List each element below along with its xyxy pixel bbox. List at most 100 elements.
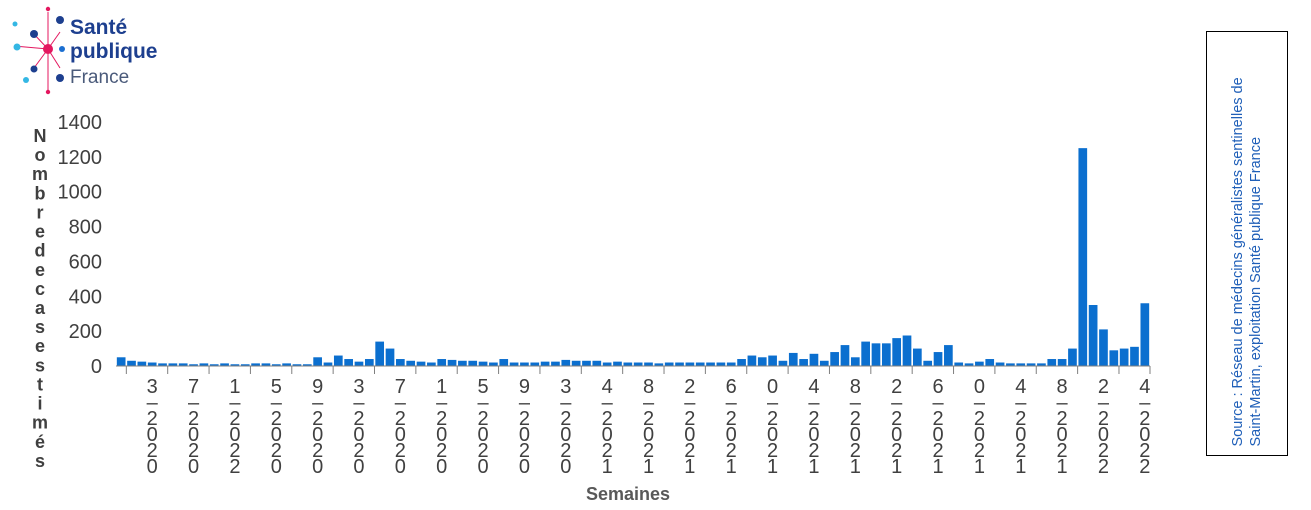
bar xyxy=(695,362,705,366)
svg-text:9: 9 xyxy=(519,376,530,398)
bar xyxy=(1119,348,1129,366)
svg-text:2: 2 xyxy=(1015,408,1026,430)
bar xyxy=(509,362,519,366)
y-axis-label-char: N xyxy=(34,126,47,146)
bar xyxy=(520,362,529,366)
bar xyxy=(768,355,777,366)
svg-text:2: 2 xyxy=(932,440,943,462)
source-note: Source : Réseau de médecins généralistes… xyxy=(1230,76,1264,446)
svg-text:8: 8 xyxy=(643,376,654,398)
y-tick-label: 1400 xyxy=(58,112,103,134)
svg-text:–: – xyxy=(147,392,159,414)
svg-text:3: 3 xyxy=(560,376,571,398)
svg-text:2: 2 xyxy=(684,440,695,462)
svg-text:–: – xyxy=(519,392,531,414)
svg-text:1: 1 xyxy=(932,456,943,478)
bar xyxy=(364,359,374,366)
svg-text:1: 1 xyxy=(726,456,737,478)
bar xyxy=(333,355,343,366)
svg-text:5: 5 xyxy=(271,376,282,398)
svg-text:1: 1 xyxy=(1015,456,1026,478)
svg-text:–: – xyxy=(932,392,944,414)
bar xyxy=(633,362,643,366)
bar xyxy=(602,362,612,366)
svg-text:–: – xyxy=(643,392,655,414)
svg-text:0: 0 xyxy=(271,456,282,478)
y-axis-label-char: a xyxy=(35,298,46,318)
svg-text:1: 1 xyxy=(850,456,861,478)
svg-text:2: 2 xyxy=(395,408,406,430)
bar xyxy=(530,362,540,366)
bar xyxy=(1026,363,1036,366)
bar xyxy=(302,364,312,366)
svg-text:0: 0 xyxy=(436,456,447,478)
svg-text:–: – xyxy=(395,392,407,414)
svg-text:2: 2 xyxy=(726,408,737,430)
svg-text:–: – xyxy=(1057,392,1069,414)
svg-text:4: 4 xyxy=(1139,376,1150,398)
svg-text:2: 2 xyxy=(974,408,985,430)
bar xyxy=(1078,148,1088,366)
bar xyxy=(675,362,684,366)
svg-text:0: 0 xyxy=(312,424,323,446)
svg-text:2: 2 xyxy=(891,376,902,398)
svg-text:2: 2 xyxy=(684,376,695,398)
bar xyxy=(571,360,581,366)
bar xyxy=(975,361,984,366)
svg-text:0: 0 xyxy=(312,456,323,478)
svg-text:2: 2 xyxy=(229,440,240,462)
bar xyxy=(240,364,250,366)
bar xyxy=(582,360,591,366)
svg-text:0: 0 xyxy=(147,424,158,446)
bar xyxy=(799,359,808,366)
svg-text:0: 0 xyxy=(353,456,364,478)
bar xyxy=(592,360,602,366)
bar xyxy=(1006,363,1015,366)
svg-text:1: 1 xyxy=(684,456,695,478)
svg-text:8: 8 xyxy=(850,376,861,398)
y-axis-label-char: o xyxy=(35,145,46,165)
bar xyxy=(199,363,209,366)
svg-text:0: 0 xyxy=(1015,424,1026,446)
logo-line-1: Santé xyxy=(70,16,127,39)
y-axis-label-char: s xyxy=(35,355,45,375)
bar xyxy=(344,359,353,366)
bar xyxy=(954,362,964,366)
svg-text:2: 2 xyxy=(808,440,819,462)
bar xyxy=(551,361,560,366)
svg-text:2: 2 xyxy=(478,408,489,430)
svg-text:2: 2 xyxy=(643,408,654,430)
bar xyxy=(178,363,188,366)
logo-line-3: France xyxy=(70,67,129,88)
svg-text:0: 0 xyxy=(560,424,571,446)
svg-text:2: 2 xyxy=(974,440,985,462)
y-axis-label-char: m xyxy=(32,413,48,433)
svg-text:2: 2 xyxy=(684,408,695,430)
svg-text:0: 0 xyxy=(478,424,489,446)
bar xyxy=(737,359,746,366)
y-tick-label: 1000 xyxy=(58,182,103,204)
svg-text:2: 2 xyxy=(643,440,654,462)
svg-text:2: 2 xyxy=(850,408,861,430)
svg-text:0: 0 xyxy=(519,424,530,446)
svg-text:2: 2 xyxy=(188,408,199,430)
y-axis-label-char: c xyxy=(35,279,45,299)
svg-text:–: – xyxy=(271,392,283,414)
svg-text:–: – xyxy=(353,392,365,414)
svg-text:2: 2 xyxy=(767,408,778,430)
svg-text:–: – xyxy=(312,392,324,414)
svg-text:1: 1 xyxy=(1057,456,1068,478)
svg-text:2: 2 xyxy=(188,440,199,462)
y-axis-label-char: r xyxy=(36,202,43,222)
bar xyxy=(282,363,291,366)
svg-text:2: 2 xyxy=(808,408,819,430)
bar xyxy=(168,363,178,366)
